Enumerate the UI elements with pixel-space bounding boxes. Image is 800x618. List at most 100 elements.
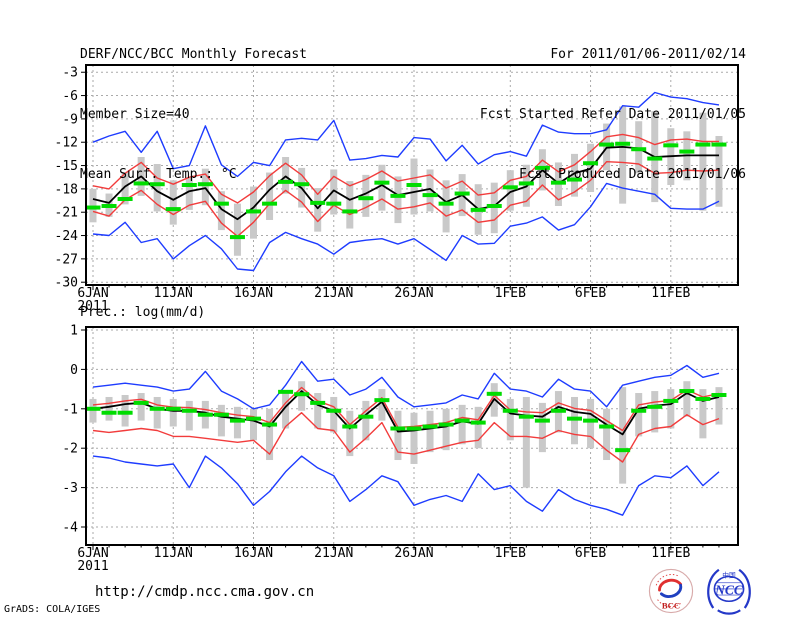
daily-reference-dash: [326, 201, 342, 206]
daily-reference-dash: [326, 408, 342, 413]
daily-reference-dash: [567, 416, 582, 421]
daily-reference-dash: [631, 408, 647, 413]
member-spread-bar: [715, 136, 723, 207]
ncc-logo-cn-text: 中国: [722, 571, 736, 580]
fcst-produced-label: Fcst Produced Date 2011/01/06: [519, 167, 746, 182]
y-tick-label: -21: [55, 206, 78, 221]
lower-envelope-line: [92, 160, 720, 238]
member-spread-bar: [426, 169, 434, 212]
daily-reference-dash: [390, 426, 406, 431]
x-tick-label: 26JAN: [394, 286, 433, 301]
member-spread-bar: [506, 398, 514, 441]
member-spread-bar: [426, 410, 434, 453]
member-spread-bar: [506, 170, 514, 211]
member-spread-bar: [105, 396, 113, 421]
x-axis-year-label: 2011: [77, 559, 108, 574]
member-spread-bar: [474, 406, 482, 449]
grads-credit: GrADS: COLA/IGES: [4, 604, 101, 615]
daily-reference-dash: [486, 391, 502, 396]
x-tick-label: 11JAN: [154, 286, 193, 301]
member-spread-bar: [314, 188, 322, 232]
member-spread-bar: [603, 408, 611, 461]
y-tick-label: -27: [55, 252, 78, 267]
member-spread-bar: [217, 404, 225, 437]
ensemble-mean-line: [92, 390, 720, 436]
daily-reference-dash: [486, 203, 502, 208]
daily-reference-dash: [567, 177, 582, 182]
daily-reference-dash: [422, 424, 438, 429]
bcc-logo-arc-text-top: [655, 573, 678, 588]
daily-reference-dash: [278, 179, 294, 184]
daily-reference-dash: [229, 418, 245, 423]
daily-reference-dash: [358, 414, 374, 419]
member-spread-bar: [522, 396, 530, 488]
y-tick-label: -3: [62, 481, 78, 496]
daily-reference-dash: [615, 141, 631, 146]
member-spread-bar: [282, 156, 290, 194]
member-spread-bar: [137, 393, 145, 421]
daily-reference-dash: [615, 448, 631, 453]
daily-reference-dash: [358, 196, 374, 201]
member-spread-bar: [442, 180, 450, 233]
daily-reference-dash: [117, 196, 133, 201]
member-spread-bar: [346, 181, 354, 229]
daily-reference-dash: [470, 420, 486, 425]
daily-reference-dash: [534, 165, 550, 170]
precipitation-panel: 1 0 -1 -2 -3 -4 6JAN 11JAN 16JAN 21JAN 26JAN 1FEB 6F…: [62, 323, 739, 574]
bcc-logo-ring: [648, 568, 694, 614]
daily-reference-dash: [599, 424, 615, 429]
daily-reference-dashes: [85, 141, 727, 240]
member-spread-bar: [667, 389, 675, 429]
y-tick-label: -15: [55, 159, 78, 174]
member-spread-bar: [410, 412, 418, 464]
daily-reference-dash: [502, 408, 518, 413]
daily-reference-dash: [454, 191, 470, 196]
ensemble-mean-line: [92, 145, 719, 221]
ensemble-min-line: [92, 182, 720, 272]
y-tick-label: -4: [62, 520, 78, 535]
daily-reference-dash: [85, 406, 101, 411]
member-spread-bar: [346, 410, 354, 457]
daily-reference-dash: [406, 426, 422, 431]
source-url-link[interactable]: http://cmdp.ncc.cma.gov.cn: [95, 584, 315, 600]
daily-reference-dash: [149, 406, 165, 411]
daily-reference-dash: [374, 180, 390, 185]
x-tick-label: 21JAN: [314, 546, 353, 561]
y-tick-label: -24: [55, 229, 79, 244]
member-spread-bar: [250, 408, 257, 441]
member-spread-bar: [217, 191, 225, 231]
daily-reference-dash: [181, 408, 197, 413]
y-tick-label: -30: [55, 276, 78, 291]
x-tick-label: 26JAN: [394, 546, 433, 561]
x-tick-label: 16JAN: [234, 286, 273, 301]
daily-reference-dash: [101, 410, 117, 415]
daily-reference-dash: [550, 180, 566, 185]
y-tick-label: -18: [55, 182, 78, 197]
x-tick-label: 6JAN: [77, 546, 108, 561]
member-spread-bar: [587, 398, 595, 449]
daily-reference-dash: [294, 182, 310, 187]
daily-reference-dash: [518, 181, 534, 186]
daily-reference-dashes: [85, 389, 727, 453]
member-spread-bar: [153, 396, 161, 429]
header-left: DERF/NCC/BCC Monthly Forecast Member Siz…: [80, 5, 307, 225]
x-axis-year-label: 2011: [77, 299, 108, 314]
daily-reference-dash: [470, 207, 486, 212]
y-tick-label: -9: [62, 112, 78, 127]
forecast-range-label: For 2011/01/06-2011/02/14: [550, 47, 746, 62]
member-spread-bar: [619, 387, 627, 484]
daily-reference-dash: [262, 201, 278, 206]
daily-reference-dash: [310, 400, 326, 405]
member-spread-bar: [394, 410, 402, 461]
daily-reference-dash: [85, 205, 101, 210]
daily-reference-dash: [246, 209, 261, 214]
member-spread-bar: [121, 172, 129, 205]
daily-reference-dash: [550, 408, 566, 413]
bcc-logo-red-swirl: [658, 578, 683, 592]
x-tick-label: 11FEB: [651, 286, 690, 301]
panel1-label: Mean Surf. Temp.: °C: [80, 167, 237, 182]
daily-reference-dash: [165, 406, 181, 411]
daily-reference-dash: [663, 143, 679, 148]
